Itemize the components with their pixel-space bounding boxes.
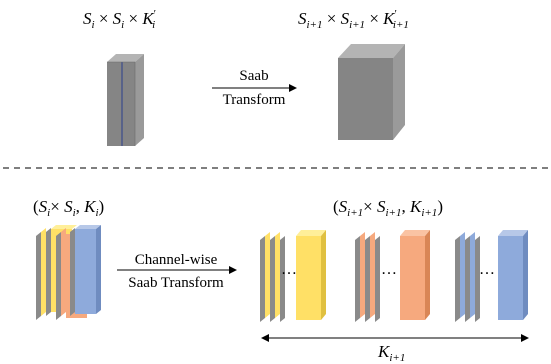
input-dimension-label: Si × Si × K′i: [83, 8, 157, 31]
transform-label: Transform: [222, 92, 286, 108]
output-cuboid: [338, 44, 405, 140]
ellipsis-blue: …: [479, 261, 495, 278]
input-shape-label: (Si× Si, Ki): [33, 197, 105, 219]
channel-count-label: Ki+1: [378, 342, 406, 364]
input-cuboid: [107, 54, 144, 146]
output-group-yellow: [260, 230, 326, 322]
output-shape-label: (Si+1× Si+1, Ki+1): [333, 197, 443, 219]
output-dimension-label: Si+1 × Si+1 × K′i+1: [298, 8, 409, 31]
saab-label: Saab: [239, 68, 269, 84]
ellipsis-yellow: …: [281, 261, 297, 278]
output-group-blue: [455, 230, 528, 322]
output-group-salmon: [355, 230, 430, 322]
input-channel-stack: [36, 225, 101, 320]
saab-transform-label: Saab Transform: [128, 275, 224, 291]
ellipsis-salmon: …: [381, 261, 397, 278]
channel-wise-label: Channel-wise: [134, 252, 218, 268]
